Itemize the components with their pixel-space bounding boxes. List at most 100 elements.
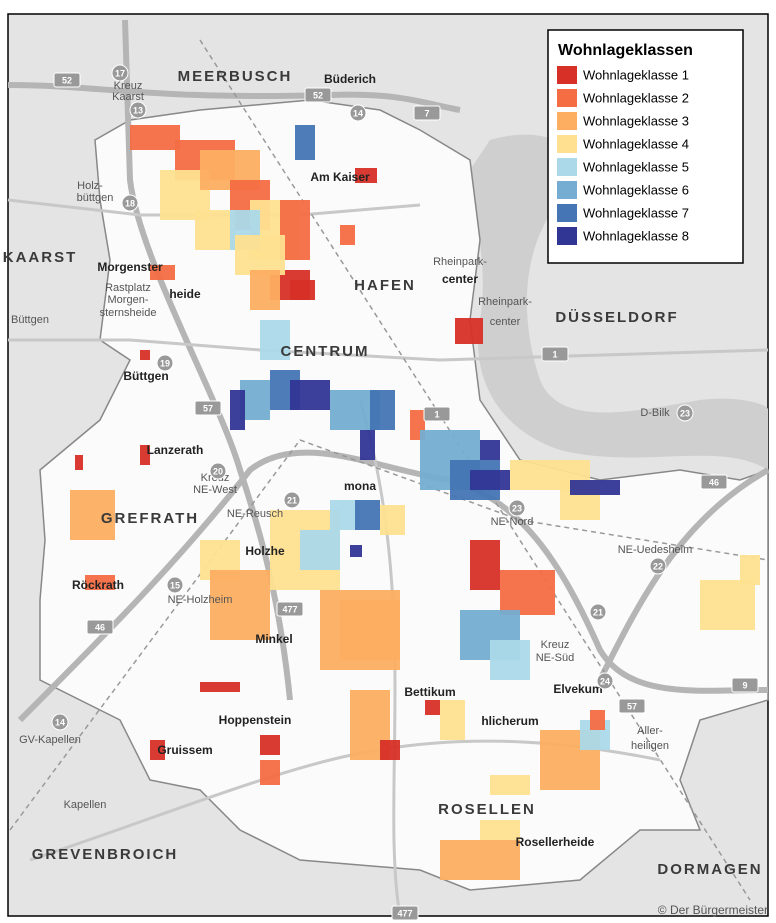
place-label: center [490,316,521,328]
legend-label: Wohnlageklasse 1 [583,67,689,82]
residential-patch [235,235,285,275]
road-number: 14 [55,717,65,727]
region-label: DORMAGEN [657,861,762,878]
road-number: 17 [115,68,125,78]
place-label: Büttgen [123,369,168,383]
residential-patch [290,380,330,410]
place-label: D-Bilk [640,407,670,419]
road-number: 18 [125,198,135,208]
place-label: NE-Süd [536,652,575,664]
residential-patch [455,318,483,344]
place-label: Gruissem [157,743,212,757]
railway [9,439,769,831]
place-label: GV-Kapellen [19,734,81,746]
road-shield [209,462,227,480]
road-shield [596,672,614,690]
residential-patch [350,545,362,557]
legend-label: Wohnlageklasse 5 [583,159,689,174]
residential-patch [500,570,555,615]
residential-patch [140,350,150,360]
residential-patch [570,480,620,495]
road-shield [413,105,441,121]
legend-label: Wohnlageklasse 3 [583,113,689,128]
road-shield [86,619,114,635]
river [470,134,769,470]
copyright: © Der Bürgermeister [658,903,768,917]
residential-patch [480,440,500,460]
residential-patch [85,575,115,590]
road-number: 19 [160,358,170,368]
residential-patch [480,820,520,840]
place-label: Kreuz [114,80,143,92]
road-number: 46 [709,477,719,487]
place-label: Morgen- [108,294,149,306]
residential-patch [740,555,760,585]
residential-patch [150,740,165,760]
road-shield [700,474,728,490]
road-shield [618,698,646,714]
place-label: center [442,272,478,286]
road-number: 7 [424,108,429,118]
residential-patch [260,735,280,755]
residential-patch [200,682,240,692]
place-label: Minkel [255,632,292,646]
road-number: 15 [170,580,180,590]
road-number: 46 [95,622,105,632]
residential-patch [340,600,400,660]
road-shield [349,104,367,122]
place-label: NE-Uedesheim [618,544,693,556]
place-label: büttgen [77,192,114,204]
road-number: 14 [353,108,363,118]
place-label: Röckrath [72,578,124,592]
road-number: 23 [680,408,690,418]
road-shield [166,576,184,594]
place-label: NE-Nord [491,516,534,528]
residential-patch [340,225,355,245]
road-number: 24 [600,676,610,686]
residential-patch [490,640,530,680]
place-label: heide [169,287,201,301]
legend-label: Wohnlageklasse 8 [583,228,689,243]
residential-patch [355,500,380,530]
legend-swatch [557,112,577,130]
road-shield [121,194,139,212]
residential-patch [590,710,605,730]
road-shield [304,87,332,103]
residential-patch [470,540,500,590]
road-shield [194,400,222,416]
residential-patch [700,580,755,630]
road-shield [53,72,81,88]
region-label: HAFEN [354,277,416,294]
legend-swatch [557,66,577,84]
patches [70,125,760,880]
residential-patch [230,390,245,430]
region-label: GREVENBROICH [32,846,179,863]
residential-patch [70,490,115,540]
residential-patch [470,470,510,490]
residential-patch [490,775,530,795]
city-area [39,99,769,891]
legend-swatch [557,158,577,176]
place-label: Holz- [77,180,103,192]
legend: Wohnlageklassen Wohnlageklasse 1Wohnlage… [547,29,744,264]
region-label: CENTRUM [281,343,370,360]
place-label: Elvekum [553,682,602,696]
road-shield [129,101,147,119]
residential-patch [250,270,280,310]
residential-patch [380,740,400,760]
road-shield [508,499,526,517]
legend-swatch [557,227,577,245]
road-shield [111,64,129,82]
road-number: 21 [593,607,603,617]
legend-label: Wohnlageklasse 4 [583,136,689,151]
residential-patch [380,505,405,535]
road-shield [156,354,174,372]
residential-patch [195,210,235,250]
residential-patch [150,265,175,280]
legend-swatch [557,181,577,199]
road-number: 1 [552,349,557,359]
place-label: Hoppenstein [219,713,292,727]
road-number: 57 [203,403,213,413]
road-number: 21 [287,495,297,505]
